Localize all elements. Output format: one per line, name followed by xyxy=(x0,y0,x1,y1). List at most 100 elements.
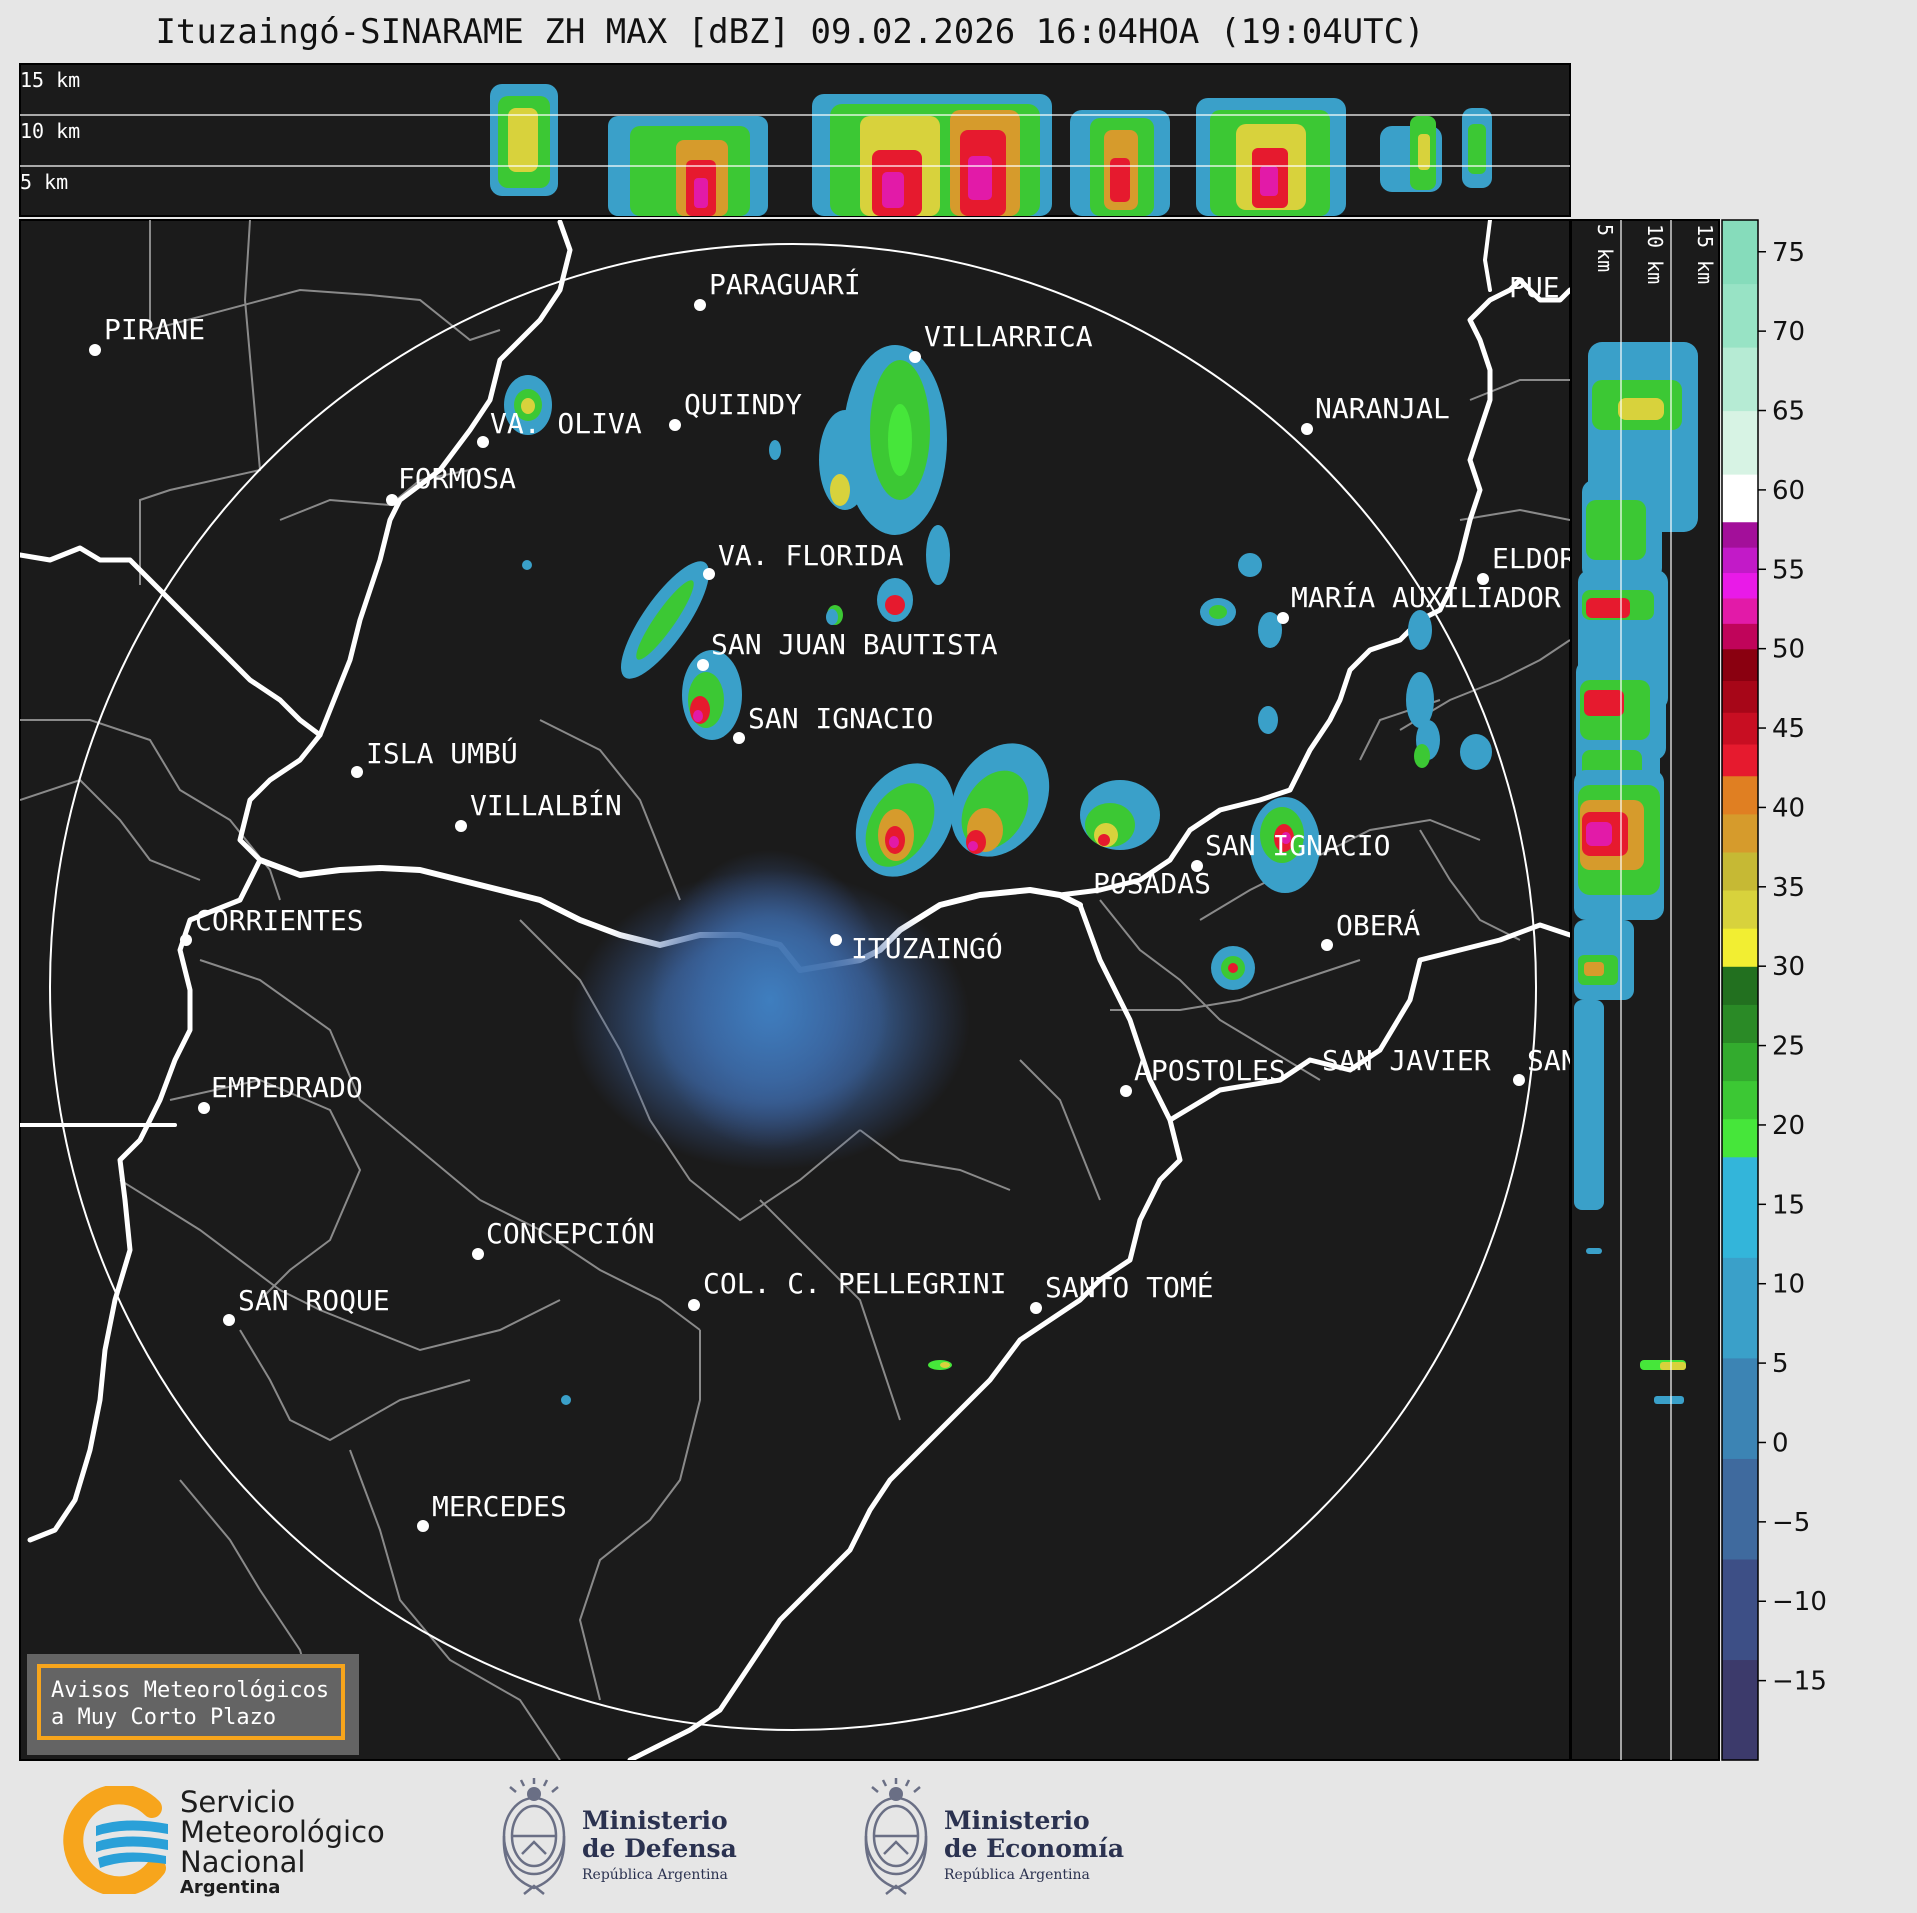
river-line xyxy=(1167,922,1570,1123)
border-line xyxy=(1199,818,1481,921)
colorbar-segment xyxy=(1722,928,1758,967)
argentina-coat-of-arms-icon xyxy=(502,1778,566,1895)
colorbar-segment xyxy=(1722,851,1758,891)
border-line xyxy=(1469,379,1570,401)
top-height-label: 5 km xyxy=(20,170,68,194)
colorbar-tick-label: 55 xyxy=(1772,555,1805,585)
precipitation-echoes xyxy=(504,345,1492,1405)
top-profile-cell xyxy=(1380,108,1492,192)
colorbar-tick-label: 65 xyxy=(1772,397,1805,427)
colorbar-segment xyxy=(1722,966,1758,1005)
place-label: SAN JUAN BAUTISTA xyxy=(711,628,998,661)
top-height-profile: 15 km 10 km 5 km xyxy=(19,63,1571,217)
notice-box[interactable]: Avisos Meteorológicos a Muy Corto Plazo xyxy=(27,1654,359,1755)
colorbar-segment xyxy=(1722,1118,1758,1158)
economia-line3: República Argentina xyxy=(944,1867,1090,1883)
colorbar-segment xyxy=(1722,1004,1758,1043)
place-label: MERCEDES xyxy=(432,1490,567,1523)
side-height-label: 10 km xyxy=(1643,224,1667,284)
storm-cell xyxy=(1406,610,1492,770)
border-line xyxy=(1399,639,1570,731)
colorbar-segment xyxy=(1722,680,1758,713)
place-dot xyxy=(1191,860,1203,872)
storm-cell xyxy=(682,650,742,740)
place-label: SAN ROQUE xyxy=(238,1284,390,1317)
border-line xyxy=(239,1329,471,1442)
colorbar-segment xyxy=(1722,521,1758,548)
colorbar-tick-label: 50 xyxy=(1772,635,1805,665)
place-label: MARÍA AUXILIADOR xyxy=(1291,580,1561,614)
storm-cell xyxy=(950,743,1050,857)
place-label: VA. OLIVA xyxy=(490,407,642,440)
colorbar-segment xyxy=(1722,813,1758,853)
colorbar-tick-label: 0 xyxy=(1772,1428,1789,1458)
border-line xyxy=(169,1078,362,1301)
border-line xyxy=(759,1199,901,1421)
colorbar-tick-label: 30 xyxy=(1772,952,1805,982)
border-line xyxy=(20,778,201,881)
place-dot xyxy=(477,436,489,448)
storm-cell xyxy=(504,375,552,435)
place-dot xyxy=(1513,1074,1525,1086)
storm-cell xyxy=(1080,780,1160,850)
colorbar-segment xyxy=(1722,743,1758,777)
economia-line2: de Economía xyxy=(944,1834,1125,1863)
colorbar-tick-label: −5 xyxy=(1772,1508,1810,1538)
place-dot xyxy=(688,1299,700,1311)
border-line xyxy=(1110,959,1361,1011)
colorbar-segment xyxy=(1722,347,1758,412)
place-dot xyxy=(694,299,706,311)
border-line xyxy=(119,1179,561,1352)
colorbar-tick-label: 10 xyxy=(1772,1270,1805,1300)
place-label: FORMOSA xyxy=(398,462,516,495)
border-line xyxy=(1459,508,1570,521)
place-dot xyxy=(455,820,467,832)
colorbar-tick-label: 20 xyxy=(1772,1111,1805,1141)
defensa-line3: República Argentina xyxy=(582,1867,728,1883)
admin-borders xyxy=(20,220,1570,1760)
storm-cell xyxy=(855,763,955,877)
colorbar-segment xyxy=(1722,889,1758,929)
defensa-logo: Ministerio de Defensa República Argentin… xyxy=(494,1776,754,1900)
place-label: SAN IGNACIO xyxy=(748,702,933,735)
place-dot xyxy=(1030,1302,1042,1314)
place-label: QUIINDY xyxy=(684,388,802,421)
storm-cell xyxy=(1250,797,1320,893)
colorbar-frame xyxy=(1721,219,1759,1761)
colorbar-segment xyxy=(1722,1156,1758,1258)
colorbar-segment xyxy=(1722,220,1758,285)
colorbar-tick-label: 70 xyxy=(1772,317,1805,347)
footer: Servicio Meteorológico Nacional Argentin… xyxy=(0,1762,1917,1909)
border-line xyxy=(20,719,281,901)
place-label: VA. FLORIDA xyxy=(718,539,904,572)
place-label: APOSTOLES xyxy=(1134,1054,1286,1087)
economia-line1: Ministerio xyxy=(944,1806,1090,1835)
notice-border xyxy=(37,1664,345,1740)
place-label: POSADAS xyxy=(1093,867,1211,900)
place-label: SAN JAVIER xyxy=(1322,1044,1491,1077)
place-dot xyxy=(223,1314,235,1326)
place-dot xyxy=(697,659,709,671)
colorbar-segment xyxy=(1722,1257,1758,1359)
border-line xyxy=(578,1330,701,1701)
notice-line2: a Muy Corto Plazo xyxy=(51,1705,276,1730)
river-line xyxy=(237,220,573,863)
side-height-profile: 5 km 10 km 15 km xyxy=(1570,219,1720,1761)
colorbar-segment xyxy=(1722,1659,1758,1761)
colorbar-bands xyxy=(1722,220,1758,1761)
colorbar-segment xyxy=(1722,712,1758,745)
colorbar-segment xyxy=(1722,1042,1758,1082)
colorbar-tick-label: −15 xyxy=(1772,1667,1827,1697)
place-dot xyxy=(1120,1085,1132,1097)
border-line xyxy=(1099,899,1321,1081)
top-height-label: 10 km xyxy=(20,119,80,143)
place-dot xyxy=(198,1102,210,1114)
border-line xyxy=(479,1199,701,1331)
place-dot xyxy=(180,934,192,946)
river-line xyxy=(627,902,1183,1760)
place-dot xyxy=(89,344,101,356)
smn-line2: Meteorológico xyxy=(180,1815,385,1849)
colorbar-segment xyxy=(1722,547,1758,574)
